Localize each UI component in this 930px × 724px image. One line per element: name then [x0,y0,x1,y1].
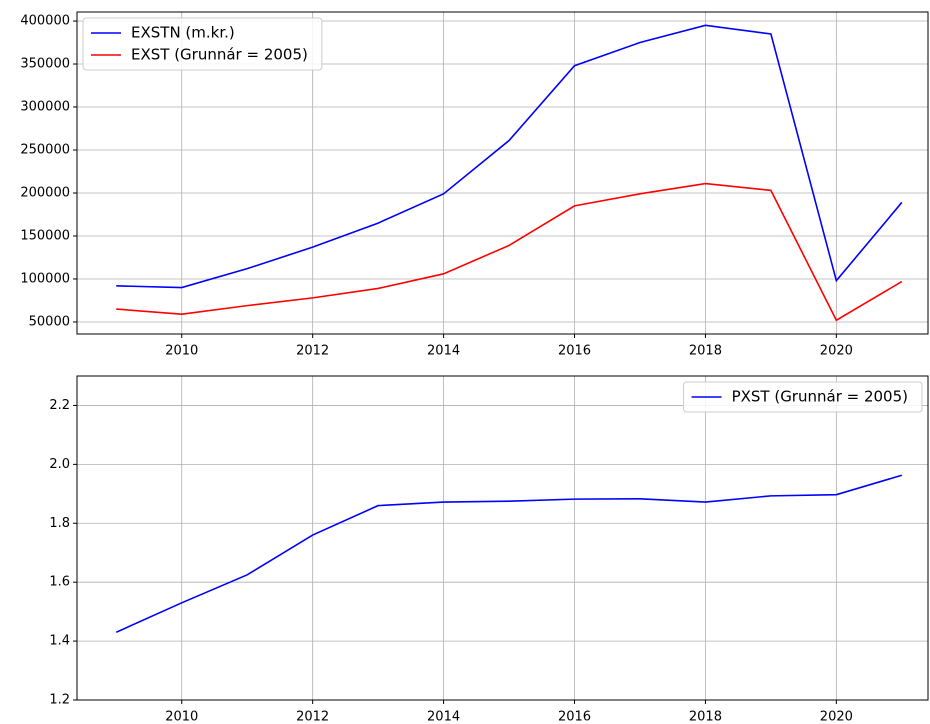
x-tick-label: 2020 [820,344,853,359]
legend: EXSTN (m.kr.) EXST (Grunnár = 2005) [82,17,323,71]
legend-frame [683,381,923,413]
y-tick-label: 200000 [20,185,70,200]
y-tick-label: 1.8 [49,516,70,531]
y-tick-label: 1.4 [49,634,70,649]
legend-label: EXST (Grunnár = 2005) [131,46,308,64]
x-tick-label: 2018 [689,710,722,724]
data-line [116,182,903,322]
x-tick-label: 2020 [820,710,853,724]
x-tick-label: 2016 [558,710,591,724]
y-tick-label: 350000 [20,57,70,72]
x-tick-label: 2012 [296,710,329,724]
plot-frame [76,375,929,701]
x-tick-label: 2012 [296,344,329,359]
x-tick-label: 2016 [558,344,591,359]
y-tick-label: 2.2 [49,398,70,413]
legend-label: EXSTN (m.kr.) [131,24,235,42]
y-tick-label: 150000 [20,228,70,243]
x-tick-label: 2010 [165,344,198,359]
x-tick-label: 2010 [165,710,198,724]
y-tick-label: 50000 [29,314,70,329]
legend: PXST (Grunnár = 2005) [683,381,923,413]
y-tick-label: 250000 [20,143,70,158]
y-tick-label: 300000 [20,100,70,115]
y-tick-label: 1.6 [49,575,70,590]
data-line [115,474,903,633]
y-tick-label: 100000 [20,271,70,286]
data-line [116,24,903,289]
x-tick-label: 2014 [427,710,460,724]
legend-frame [82,17,323,71]
x-tick-label: 2014 [427,344,460,359]
y-tick-label: 2.0 [49,457,70,472]
y-tick-label: 1.2 [49,693,70,708]
x-tick-label: 2018 [689,344,722,359]
plot-frame [76,11,929,335]
y-tick-label: 400000 [20,14,70,29]
legend-label: PXST (Grunnár = 2005) [732,388,908,406]
